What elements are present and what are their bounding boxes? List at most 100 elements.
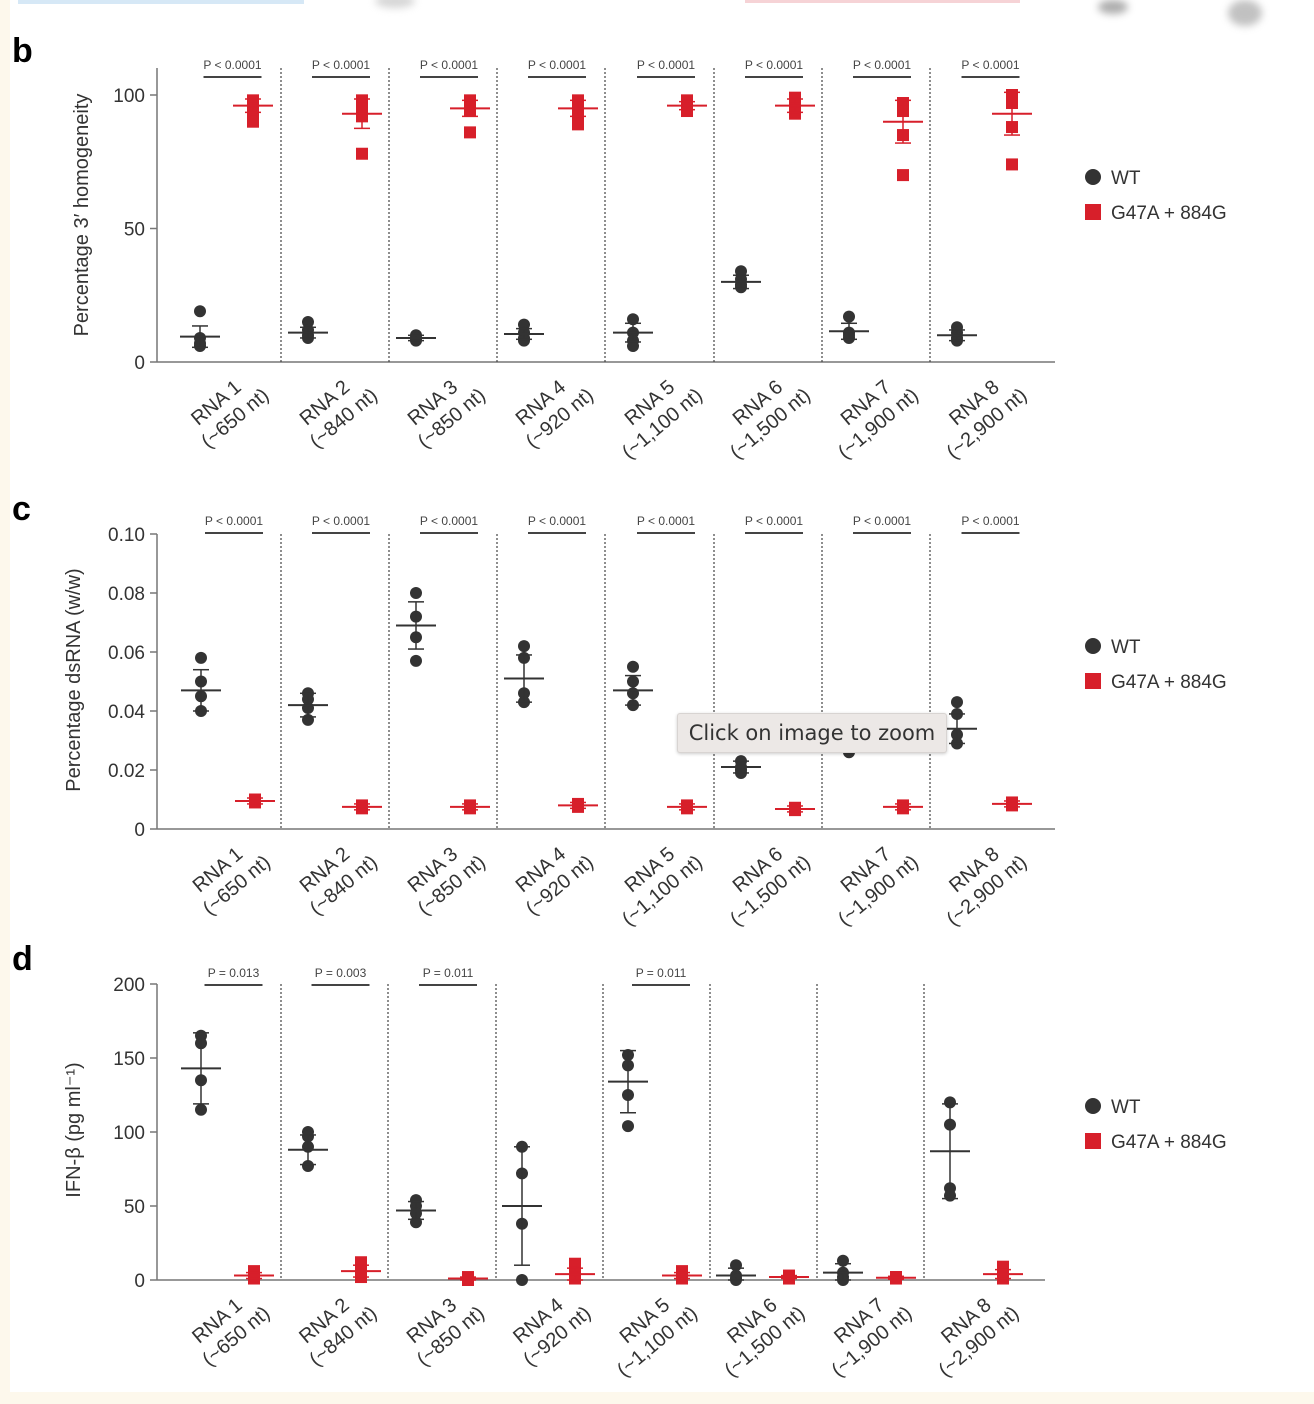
x-category-label: RNA 1(~650 nt): [189, 843, 275, 920]
x-category-label: RNA 7(~1,900 nt): [834, 376, 923, 463]
p-value-label: P < 0.0001: [420, 58, 478, 72]
y-tick-label: 0.04: [108, 702, 145, 723]
data-point-mut: [356, 147, 368, 160]
y-tick-label: 50: [124, 220, 145, 241]
panel-b: b 0 50 100 Percentage 3′ homogeneity RNA 1(~6…: [12, 32, 1227, 464]
y-tick-label: 0: [134, 1271, 145, 1292]
y-tick-label: 0: [134, 820, 145, 841]
previous-panel-strip: [18, 0, 304, 4]
previous-panel-band: [375, 0, 415, 8]
y-tick-label: 0: [134, 353, 145, 374]
data-point-wt: [627, 660, 639, 673]
x-category-label: RNA 5(~1,100 nt): [618, 843, 707, 930]
legend-wt-label: WT: [1111, 1097, 1141, 1118]
p-value-label: P < 0.0001: [312, 58, 370, 72]
panel-letter: c: [12, 490, 31, 528]
x-category-label: RNA 6(~1,500 nt): [721, 1294, 810, 1381]
x-category-label: RNA 4(~920 nt): [512, 376, 598, 453]
data-point-mut: [572, 118, 584, 131]
data-point-wt: [410, 654, 422, 667]
p-value-label: P < 0.0001: [637, 58, 695, 72]
figure-image[interactable]: [10, 0, 1314, 1392]
legend-mut-label: G47A + 884G: [1111, 203, 1227, 224]
previous-panel-band: [1228, 0, 1262, 26]
y-tick-label: 100: [113, 86, 145, 107]
data-point-wt: [195, 1103, 207, 1116]
p-value-label: P < 0.0001: [528, 58, 586, 72]
x-category-label: RNA 6(~1,500 nt): [726, 376, 815, 463]
p-value-label: P < 0.0001: [961, 514, 1019, 528]
legend: WT G47A + 884G: [1085, 1097, 1227, 1153]
previous-panel-strip-red: [745, 0, 1020, 3]
p-value-label: P = 0.013: [208, 966, 260, 980]
p-value-label: P < 0.0001: [203, 58, 261, 72]
x-category-label: RNA 8(~2,900 nt): [943, 376, 1032, 463]
data-point-wt: [951, 696, 963, 709]
data-point-wt: [843, 310, 855, 323]
data-point-wt: [195, 651, 207, 664]
data-point-wt: [627, 313, 639, 326]
data-point-wt: [518, 640, 530, 653]
x-category-label: RNA 8(~2,900 nt): [943, 843, 1032, 930]
p-value-label: P < 0.0001: [312, 514, 370, 528]
y-axis-label: IFN-β (pg ml⁻¹): [63, 1062, 85, 1197]
data-point-wt: [410, 587, 422, 599]
y-tick-label: 0.02: [108, 761, 145, 782]
legend-mut-label: G47A + 884G: [1111, 672, 1227, 693]
data-point-mut: [897, 169, 909, 182]
y-tick-label: 200: [113, 975, 145, 996]
x-category-label: RNA 1(~650 nt): [188, 1294, 274, 1371]
x-category-label: RNA 3(~850 nt): [403, 1294, 489, 1371]
data-point-mut: [464, 126, 476, 139]
x-category-label: RNA 6(~1,500 nt): [726, 843, 815, 930]
legend: WT G47A + 884G: [1085, 168, 1227, 224]
data-point-mut: [247, 115, 259, 128]
legend-mut-marker: [1085, 1133, 1101, 1149]
p-value-label: P < 0.0001: [853, 514, 911, 528]
x-category-label: RNA 4(~920 nt): [509, 1294, 595, 1371]
x-category-label: RNA 7(~1,900 nt): [828, 1294, 917, 1381]
p-value-label: P < 0.0001: [745, 58, 803, 72]
p-value-label: P < 0.0001: [961, 58, 1019, 72]
y-axis-label: Percentage 3′ homogeneity: [71, 94, 93, 337]
data-point-wt: [622, 1120, 634, 1133]
x-category-label: RNA 2(~840 nt): [295, 1294, 381, 1371]
data-point-wt: [944, 1096, 956, 1109]
x-category-label: RNA 3(~850 nt): [404, 843, 490, 920]
p-value-label: P < 0.0001: [853, 58, 911, 72]
y-tick-label: 0.08: [108, 584, 145, 605]
x-category-label: RNA 3(~850 nt): [404, 376, 490, 453]
p-value-label: P = 0.011: [636, 966, 687, 980]
legend-mut-label: G47A + 884G: [1111, 1132, 1227, 1153]
x-category-label: RNA 8(~2,900 nt): [935, 1294, 1024, 1381]
p-value-label: P < 0.0001: [745, 514, 803, 528]
p-value-label: P = 0.011: [423, 966, 474, 980]
x-category-label: RNA 2(~840 nt): [296, 843, 382, 920]
p-value-label: P = 0.003: [315, 966, 367, 980]
panel-letter: d: [12, 940, 33, 978]
x-category-label: RNA 7(~1,900 nt): [834, 843, 923, 930]
legend: WT G47A + 884G: [1085, 637, 1227, 693]
data-point-mut: [1006, 158, 1018, 171]
zoom-tooltip: Click on image to zoom: [677, 713, 947, 753]
p-value-label: P < 0.0001: [205, 514, 263, 528]
x-category-label: RNA 5(~1,100 nt): [618, 376, 707, 463]
panel-d: d 0 50 100 150 200 IFN-β (pg ml⁻¹) RNA 1(~650 n…: [12, 940, 1227, 1382]
y-tick-label: 0.10: [108, 525, 145, 546]
y-tick-label: 0.06: [108, 643, 145, 664]
panel-c: c 0 0.02 0.04 0.06 0.08 0.10 Percentage dsRNA (…: [12, 490, 1227, 931]
y-axis-label: Percentage dsRNA (w/w): [63, 568, 85, 791]
legend-mut-marker: [1085, 673, 1101, 689]
data-point-mut: [789, 107, 801, 120]
legend-wt-marker: [1085, 1098, 1101, 1114]
data-point-mut: [681, 105, 693, 118]
data-point-wt: [627, 339, 639, 352]
panel-letter: b: [12, 32, 33, 70]
data-point-wt: [516, 1274, 528, 1286]
legend-wt-marker: [1085, 638, 1101, 654]
x-category-label: RNA 4(~920 nt): [512, 843, 598, 920]
legend-wt-label: WT: [1111, 168, 1141, 189]
x-category-label: RNA 5(~1,100 nt): [613, 1294, 702, 1381]
